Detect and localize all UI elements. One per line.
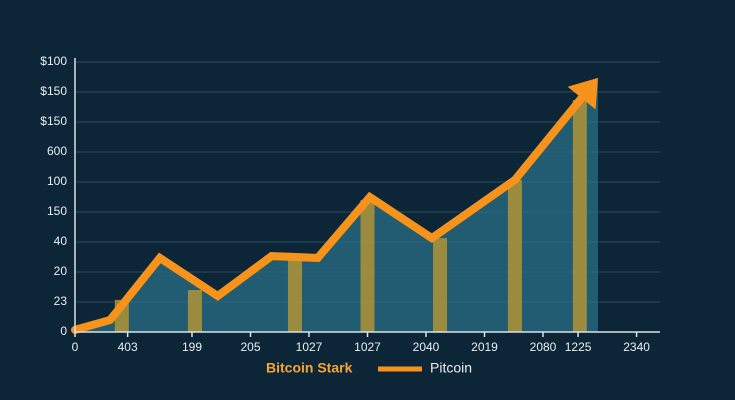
- bar: [572, 100, 587, 332]
- y-tick-label: 23: [54, 294, 68, 308]
- x-tick-label: 205: [240, 340, 260, 354]
- arrow-head: [567, 77, 598, 110]
- y-tick-label: 600: [47, 144, 67, 158]
- bar: [360, 200, 375, 332]
- x-tick-label: 199: [182, 340, 202, 354]
- y-tick-label: $150: [40, 84, 67, 98]
- y-tick-label: $150: [40, 114, 67, 128]
- legend-label: Bitcoin Stark: [266, 360, 353, 376]
- bar: [287, 257, 302, 332]
- x-tick-label: 2340: [623, 340, 650, 354]
- x-tick-label: 1225: [565, 340, 592, 354]
- x-tick-label: 2080: [530, 340, 557, 354]
- x-tick-label: 2040: [413, 340, 440, 354]
- legend-label: Pitcoin: [430, 360, 472, 376]
- bar: [187, 290, 202, 332]
- x-tick-label: 1027: [354, 340, 381, 354]
- y-tick-label: 0: [60, 324, 67, 338]
- x-tick-label: 403: [118, 340, 138, 354]
- y-tick-label: 40: [54, 234, 68, 248]
- y-tick-label: $100: [40, 54, 67, 68]
- x-tick-label: 0: [72, 340, 79, 354]
- y-tick-label: 150: [47, 204, 67, 218]
- y-tick-label: 100: [47, 174, 67, 188]
- bar: [507, 179, 522, 332]
- x-tick-label: 1027: [296, 340, 323, 354]
- bar: [433, 238, 448, 332]
- area: [75, 77, 598, 333]
- x-tick-label: 2019: [471, 340, 498, 354]
- line: [71, 94, 586, 334]
- y-tick-label: 20: [54, 264, 68, 278]
